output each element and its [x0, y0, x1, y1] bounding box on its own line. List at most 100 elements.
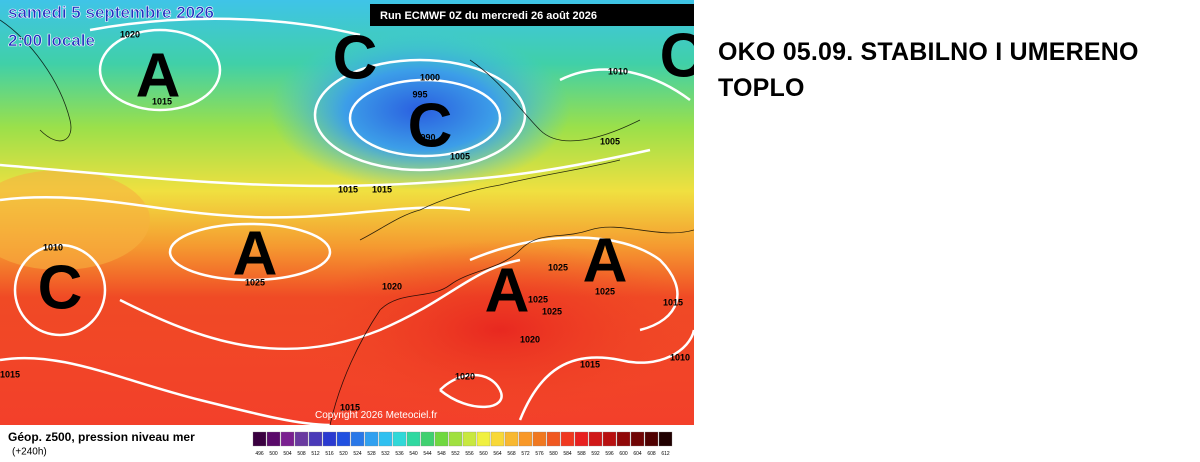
isobar-label: 1010: [670, 352, 690, 362]
weather-map: Run ECMWF 0Z du mercredi 26 août 2026 sa…: [0, 0, 694, 458]
legend-label: 584: [563, 451, 572, 457]
isobar-label: 1015: [663, 297, 683, 307]
legend-swatch: [476, 431, 491, 447]
legend-swatch: [602, 431, 617, 447]
legend-swatch: [252, 431, 267, 447]
legend-label: 496: [255, 451, 264, 457]
pressure-center: A: [583, 226, 628, 295]
legend-label: 564: [493, 451, 502, 457]
legend-swatch: [378, 431, 393, 447]
legend-swatch: [322, 431, 337, 447]
legend-swatch: [448, 431, 463, 447]
isobar-label: 1025: [528, 294, 548, 304]
legend-label: 592: [591, 451, 600, 457]
legend-swatch: [266, 431, 281, 447]
isobar-label: 1020: [382, 281, 402, 291]
forecast-time: 2:00 locale: [8, 31, 95, 50]
isobar-label: 1005: [600, 136, 620, 146]
legend-swatch: [490, 431, 505, 447]
legend-label: 524: [353, 451, 362, 457]
legend-swatch: [546, 431, 561, 447]
warm-patch: [0, 170, 150, 270]
isobar-label: 1010: [43, 242, 63, 252]
pressure-center: A: [485, 256, 530, 325]
legend-label: 500: [269, 451, 278, 457]
isobar-label: 1020: [120, 29, 140, 39]
legend-label: 512: [311, 451, 320, 457]
legend-label: 604: [633, 451, 642, 457]
isobar-label: 1000: [420, 72, 440, 82]
isobar-label: 1025: [595, 286, 615, 296]
forecast-date: samedi 5 septembre 2026: [8, 3, 214, 22]
legend-swatch: [630, 431, 645, 447]
legend-label: 556: [465, 451, 474, 457]
legend-label: 612: [661, 451, 670, 457]
legend-title: Géop. z500, pression niveau mer: [8, 430, 195, 444]
legend-label: 520: [339, 451, 348, 457]
legend-label: 568: [507, 451, 516, 457]
warm-core: [300, 240, 694, 420]
legend-swatch: [280, 431, 295, 447]
run-banner: [370, 4, 694, 26]
legend-swatch: [518, 431, 533, 447]
legend-swatch: [644, 431, 659, 447]
pressure-center: C: [408, 91, 453, 160]
legend-label: 548: [437, 451, 446, 457]
isobar-label: 1015: [340, 402, 360, 412]
isobars: [0, 17, 694, 427]
coastlines: [0, 19, 694, 426]
isobar-label: 1020: [520, 334, 540, 344]
run-info: Run ECMWF 0Z du mercredi 26 août 2026: [380, 10, 597, 22]
legend-swatch: [560, 431, 575, 447]
legend-label: 516: [325, 451, 334, 457]
legend-label: 508: [297, 451, 306, 457]
isobar-label: 1015: [338, 184, 358, 194]
isobar-label: 1025: [245, 277, 265, 287]
pressure-center: C: [333, 23, 378, 92]
isobar-label: 1015: [580, 359, 600, 369]
isobar-label: 1015: [152, 96, 172, 106]
lead-time: (+240h): [12, 447, 47, 458]
isobar-label: 1025: [542, 306, 562, 316]
pressure-center: C: [38, 253, 83, 322]
legend-swatch: [336, 431, 351, 447]
legend-swatch: [392, 431, 407, 447]
legend-label: 576: [535, 451, 544, 457]
legend-label: 552: [451, 451, 460, 457]
legend-swatch: [294, 431, 309, 447]
pressure-labels: 1020 1015 1000 995 990 1005 1010 1005 1015 1015 10…: [0, 29, 690, 412]
legend-label: 532: [381, 451, 390, 457]
isobar-label: 1020: [455, 371, 475, 381]
legend-label: 540: [409, 451, 418, 457]
legend-swatch: [364, 431, 379, 447]
legend-label: 580: [549, 451, 558, 457]
copyright: Copyright 2026 Meteociel.fr: [315, 410, 438, 421]
legend-label: 596: [605, 451, 614, 457]
pressure-center: A: [136, 41, 181, 110]
legend-swatch: [406, 431, 421, 447]
legend-label: 504: [283, 451, 292, 457]
isobar-label: 1015: [372, 184, 392, 194]
legend-label: 600: [619, 451, 628, 457]
legend-label: 572: [521, 451, 530, 457]
isobar-label: 995: [412, 89, 427, 99]
legend-swatch: [434, 431, 449, 447]
legend-swatch: [658, 431, 673, 447]
pressure-center: A: [233, 219, 278, 288]
isobar-label: 1025: [548, 262, 568, 272]
isobar-label: 990: [420, 132, 435, 142]
isobar-label: 1010: [608, 66, 628, 76]
low-core: [270, 30, 570, 190]
legend-swatch: [462, 431, 477, 447]
isobar-label: 1005: [450, 151, 470, 161]
pressure-center: C: [660, 21, 694, 90]
legend-swatch: [574, 431, 589, 447]
legend-swatch: [308, 431, 323, 447]
legend-label: 608: [647, 451, 656, 457]
legend-label: 544: [423, 451, 432, 457]
legend-label: 588: [577, 451, 586, 457]
legend-swatch: [532, 431, 547, 447]
legend-label: 536: [395, 451, 404, 457]
